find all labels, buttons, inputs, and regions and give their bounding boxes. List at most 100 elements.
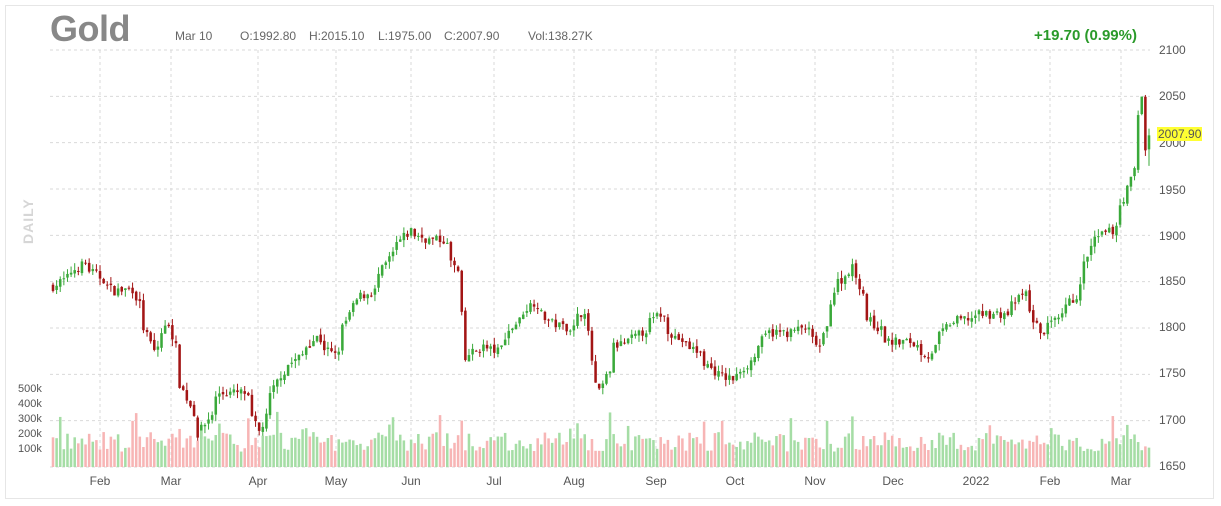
volume-bar bbox=[138, 436, 142, 467]
volume-bar bbox=[98, 449, 102, 467]
volume-bar bbox=[478, 446, 482, 467]
volume-bar bbox=[1006, 441, 1010, 467]
candle-body bbox=[384, 262, 388, 265]
volume-bar bbox=[105, 448, 109, 467]
candle-body bbox=[818, 345, 822, 347]
volume-tick-300k: 300k bbox=[18, 413, 42, 425]
volume-bar bbox=[644, 438, 648, 467]
volume-bar bbox=[51, 437, 55, 467]
volume-bar bbox=[576, 423, 579, 467]
volume-bar bbox=[178, 428, 181, 467]
volume-bar bbox=[930, 440, 934, 467]
volume-bar bbox=[1028, 440, 1031, 467]
candle-body bbox=[1064, 304, 1068, 314]
volume-bar bbox=[1118, 444, 1122, 467]
volume-bar bbox=[778, 434, 782, 467]
volume-bar bbox=[923, 443, 927, 467]
candle-body bbox=[290, 362, 293, 364]
candle-body bbox=[236, 390, 239, 393]
candle-body bbox=[601, 383, 605, 388]
volume-bar bbox=[601, 450, 605, 467]
volume-bar bbox=[1133, 434, 1136, 467]
candle-body bbox=[865, 293, 869, 321]
y-tick-1950: 1950 bbox=[1159, 183, 1186, 197]
candle-body bbox=[489, 346, 492, 349]
candle-body bbox=[1104, 230, 1107, 232]
candle-body bbox=[883, 326, 887, 343]
volume-bar bbox=[1089, 449, 1093, 467]
candle-body bbox=[1079, 284, 1082, 301]
candle-body bbox=[73, 270, 76, 274]
candle-body bbox=[713, 366, 717, 376]
volume-bar bbox=[160, 440, 163, 467]
candle-body bbox=[966, 318, 970, 321]
candle-body bbox=[409, 228, 413, 236]
candle-body bbox=[203, 424, 207, 427]
candle-body bbox=[214, 396, 218, 415]
candle-body bbox=[464, 310, 467, 361]
volume-bar bbox=[124, 447, 127, 467]
volume-bar bbox=[966, 447, 970, 467]
candle-body bbox=[398, 239, 402, 242]
candle-body bbox=[1118, 205, 1122, 225]
volume-bar bbox=[496, 436, 500, 467]
volume-bar bbox=[1035, 435, 1039, 467]
volume-bar bbox=[717, 432, 720, 467]
candle-body bbox=[171, 325, 174, 340]
volume-bar bbox=[757, 436, 760, 467]
volume-bar bbox=[1122, 435, 1125, 467]
instrument-title: Gold bbox=[50, 8, 130, 49]
volume-bar bbox=[391, 417, 395, 467]
volume-bar bbox=[351, 440, 355, 467]
candle-body bbox=[677, 334, 681, 340]
x-tick-apr: Apr bbox=[248, 474, 268, 488]
volume-bar bbox=[619, 446, 623, 467]
candle-body bbox=[380, 265, 384, 276]
volume-bar bbox=[713, 433, 717, 467]
y-tick-1750: 1750 bbox=[1159, 366, 1186, 380]
candle-body bbox=[1053, 317, 1057, 320]
volume-bar bbox=[1057, 434, 1060, 467]
volume-bar bbox=[446, 433, 449, 467]
volume-bar bbox=[829, 443, 832, 467]
candle-body bbox=[717, 371, 720, 377]
candle-body bbox=[840, 278, 843, 284]
volume-bar bbox=[681, 438, 684, 467]
candle-body bbox=[247, 393, 250, 396]
volume-bar bbox=[243, 448, 246, 467]
volume-bar bbox=[348, 439, 351, 467]
volume-bar bbox=[185, 438, 189, 467]
volume-bar bbox=[1060, 445, 1064, 467]
candle-body bbox=[923, 356, 927, 358]
candle-body bbox=[323, 340, 326, 351]
candle-body bbox=[771, 329, 775, 337]
volume-bar bbox=[999, 436, 1002, 467]
volume-bar bbox=[905, 447, 908, 467]
volume-bar bbox=[1031, 441, 1035, 467]
y-tick-1700: 1700 bbox=[1159, 413, 1186, 427]
candle-body bbox=[927, 357, 930, 359]
candle-body bbox=[702, 351, 706, 366]
candle-body bbox=[478, 351, 482, 353]
candle-body bbox=[829, 304, 832, 327]
candle-body bbox=[1046, 322, 1049, 335]
candle-body bbox=[974, 315, 977, 319]
volume-bar bbox=[163, 445, 167, 467]
open-value: O:1992.80 bbox=[240, 29, 297, 43]
candle-body bbox=[167, 324, 171, 327]
volume-bar bbox=[561, 444, 565, 467]
candle-body bbox=[587, 313, 590, 331]
volume-bar bbox=[424, 449, 427, 467]
candle-body bbox=[753, 356, 756, 363]
volume-bar bbox=[1017, 442, 1021, 467]
volume-bar bbox=[941, 435, 945, 467]
candle-body bbox=[153, 339, 156, 350]
volume-bar bbox=[937, 432, 941, 467]
volume-bar bbox=[398, 434, 402, 467]
volume-bar bbox=[695, 437, 699, 467]
volume-bar bbox=[373, 438, 377, 467]
volume-bar bbox=[764, 441, 767, 467]
candle-body bbox=[131, 287, 134, 294]
candle-body bbox=[438, 235, 442, 243]
